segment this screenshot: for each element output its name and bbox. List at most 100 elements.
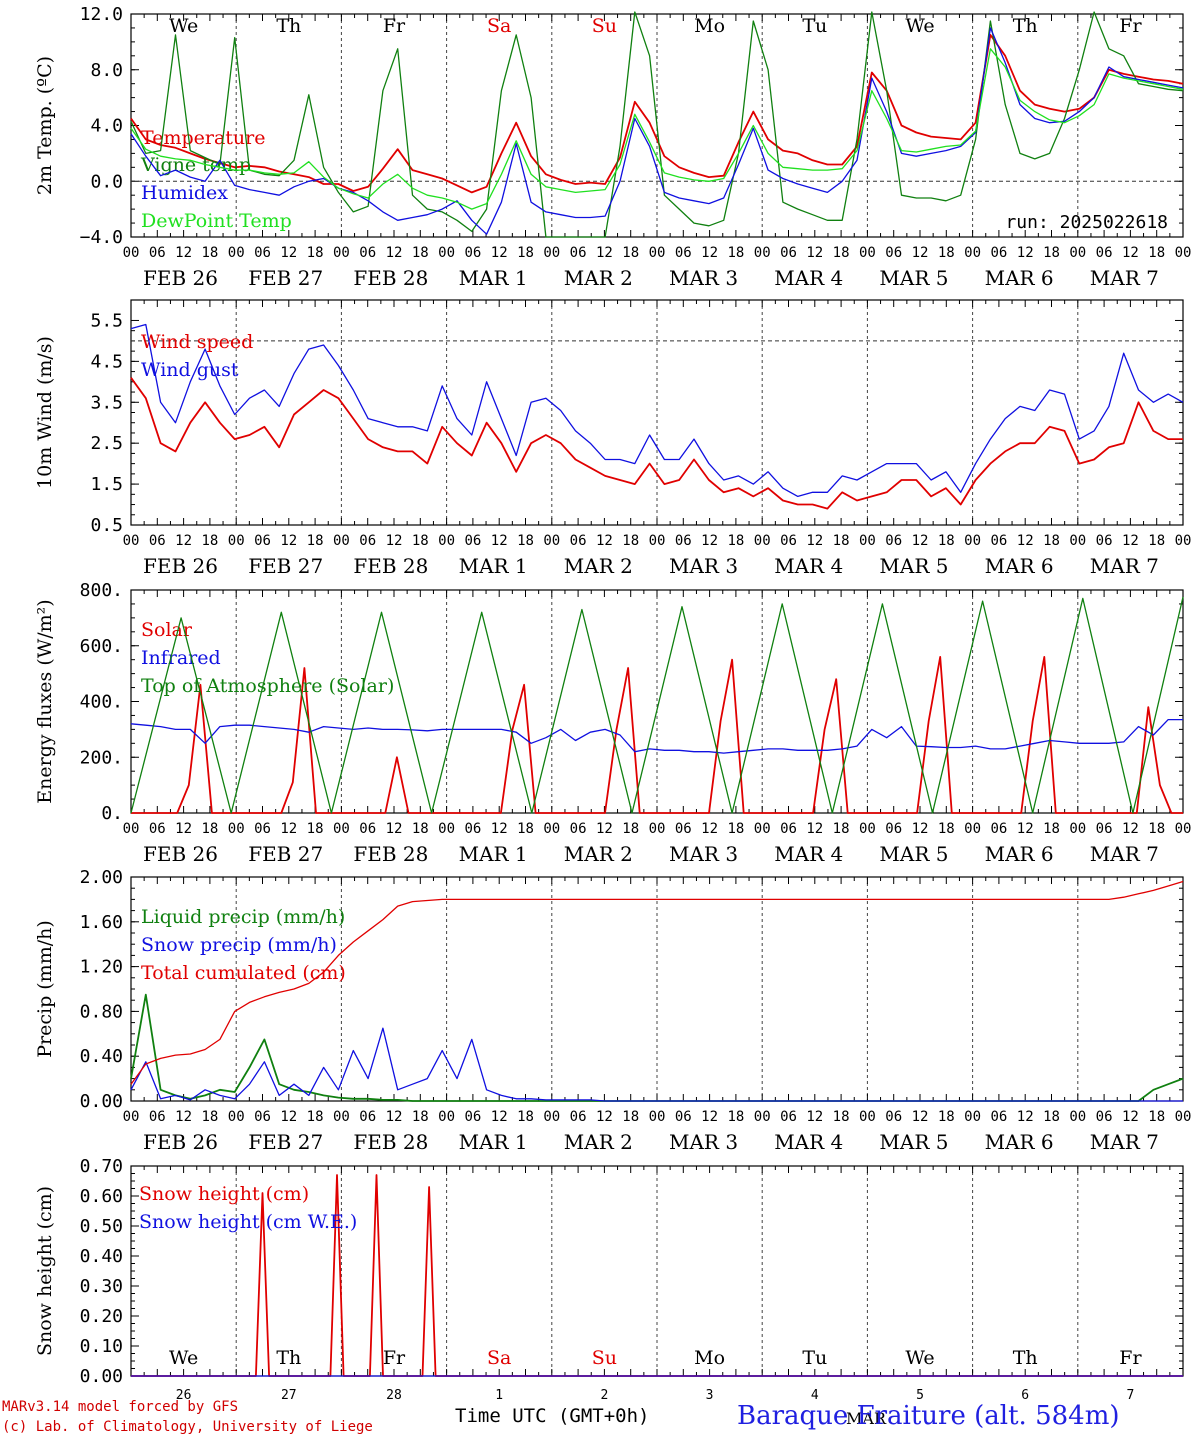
hour-tick-label: 06 (359, 245, 376, 261)
hour-tick-label: 18 (201, 821, 218, 837)
hour-tick-label: 00 (859, 821, 876, 837)
y-tick-label: 1.5 (90, 474, 123, 495)
y-tick-label: 0.30 (80, 1276, 123, 1297)
date-label: MAR 3 (669, 1130, 738, 1154)
hour-tick-label: 06 (149, 533, 166, 549)
hour-tick-label: 00 (754, 245, 771, 261)
hour-tick-label: 12 (175, 821, 192, 837)
date-label: MAR 7 (1090, 1130, 1159, 1154)
hour-tick-label: 00 (543, 245, 560, 261)
hour-tick-label: 12 (596, 533, 613, 549)
day-number: 1 (495, 1388, 503, 1403)
date-label: FEB 28 (353, 554, 428, 578)
hour-tick-label: 18 (727, 1109, 744, 1125)
hour-tick-label: 18 (938, 1109, 955, 1125)
hour-tick-label: 18 (1148, 245, 1165, 261)
series-line (130, 1027, 1183, 1102)
date-label: FEB 26 (143, 266, 218, 290)
y-tick-label: −4.0 (80, 227, 123, 248)
hour-tick-label: 00 (859, 1109, 876, 1125)
day-name: Fr (1119, 1347, 1142, 1369)
hour-tick-label: 06 (254, 533, 271, 549)
y-tick-label: 400. (80, 692, 123, 713)
hour-tick-label: 00 (333, 533, 350, 549)
y-tick-label: 0.00 (80, 1366, 123, 1387)
y-tick-label: 1.20 (80, 957, 123, 978)
date-label: MAR 2 (564, 554, 633, 578)
day-number: 6 (1021, 1388, 1029, 1403)
hour-tick-label: 12 (1017, 533, 1034, 549)
legend-entry: Snow height (cm) (139, 1183, 309, 1205)
hour-tick-label: 18 (307, 1109, 324, 1125)
y-tick-label: 0.5 (90, 515, 123, 536)
hour-tick-label: 12 (280, 1109, 297, 1125)
hour-tick-label: 06 (885, 533, 902, 549)
y-tick-label: 12.0 (80, 4, 123, 25)
series-line (130, 377, 1183, 510)
hour-tick-label: 12 (1122, 1109, 1139, 1125)
legend-entry: Solar (141, 619, 193, 641)
hour-tick-label: 06 (149, 245, 166, 261)
hour-tick-label: 12 (912, 1109, 929, 1125)
hour-tick-label: 06 (570, 533, 587, 549)
date-label: MAR 1 (459, 1130, 528, 1154)
hour-tick-label: 00 (123, 1109, 140, 1125)
hour-tick-label: 00 (438, 1109, 455, 1125)
hour-tick-label: 12 (386, 245, 403, 261)
date-label: MAR 5 (879, 554, 948, 578)
hour-tick-label: 00 (1069, 533, 1086, 549)
hour-tick-label: 00 (859, 533, 876, 549)
hour-tick-label: 18 (833, 821, 850, 837)
legend-entry: Humidex (141, 182, 228, 204)
hour-tick-label: 12 (280, 821, 297, 837)
hour-tick-label: 00 (649, 1109, 666, 1125)
day-name: Fr (383, 15, 406, 37)
hour-tick-label: 00 (1069, 1109, 1086, 1125)
hour-tick-label: 06 (464, 533, 481, 549)
hour-tick-label: 18 (517, 245, 534, 261)
hour-tick-label: 00 (1175, 821, 1192, 837)
y-axis-label: 2m Temp. (ºC) (34, 56, 56, 195)
day-name: We (905, 1347, 934, 1369)
hour-tick-label: 12 (1017, 821, 1034, 837)
day-number: 2 (600, 1388, 608, 1403)
series-line (130, 34, 1184, 194)
date-label: MAR 4 (774, 554, 843, 578)
hour-tick-label: 06 (885, 245, 902, 261)
date-label: FEB 26 (143, 842, 218, 866)
hour-tick-label: 18 (622, 1109, 639, 1125)
hour-tick-label: 00 (228, 533, 245, 549)
hour-tick-label: 00 (754, 821, 771, 837)
hour-tick-label: 12 (1122, 533, 1139, 549)
hour-tick-label: 06 (780, 533, 797, 549)
hour-tick-label: 18 (1043, 1109, 1060, 1125)
date-label: MAR 2 (564, 842, 633, 866)
hour-tick-label: 06 (149, 821, 166, 837)
hour-tick-label: 18 (412, 821, 429, 837)
day-name: Th (1013, 1347, 1038, 1369)
y-tick-label: 0.80 (80, 1001, 123, 1022)
hour-tick-label: 12 (912, 533, 929, 549)
date-label: MAR 6 (985, 554, 1054, 578)
series-line (130, 48, 1184, 210)
hour-tick-label: 00 (964, 533, 981, 549)
hour-tick-label: 18 (517, 533, 534, 549)
date-label: MAR 5 (879, 266, 948, 290)
hour-tick-label: 12 (175, 245, 192, 261)
hour-tick-label: 18 (1148, 1109, 1165, 1125)
hour-tick-label: 18 (1043, 533, 1060, 549)
hour-tick-label: 00 (543, 1109, 560, 1125)
hour-tick-label: 18 (833, 1109, 850, 1125)
hour-tick-label: 18 (412, 533, 429, 549)
hour-tick-label: 12 (280, 533, 297, 549)
hour-tick-label: 12 (491, 245, 508, 261)
hour-tick-label: 00 (1175, 533, 1192, 549)
y-tick-label: 3.5 (90, 392, 123, 413)
legend-entry: DewPoint Temp (141, 210, 292, 232)
hour-tick-label: 06 (675, 245, 692, 261)
day-name: Fr (383, 1347, 406, 1369)
panel-4: 2.00 1.60 1.20 0.80 0.40 0.00 Precip (mm/h) Liq… (34, 867, 1191, 1154)
y-axis-label: Snow height (cm) (34, 1186, 56, 1356)
lab-credit: (c) Lab. of Climatology, University of L… (2, 1419, 373, 1435)
series-line (130, 596, 1184, 814)
